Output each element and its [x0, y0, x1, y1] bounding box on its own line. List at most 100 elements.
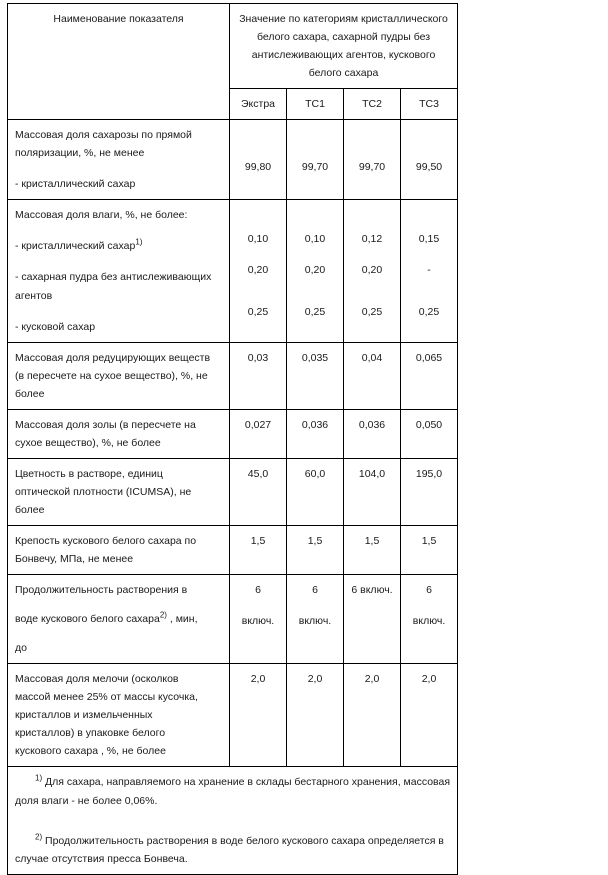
- strength-line-2: Бонвечу, МПа, не менее: [15, 553, 134, 566]
- fines-line-4: кристаллов) в упаковке белого: [15, 727, 166, 740]
- header-category-tc2: ТС2: [343, 88, 401, 121]
- header-category-tc3: ТС3: [399, 88, 459, 121]
- table-header: Наименование показателя Значение по кате…: [7, 2, 459, 121]
- cell-fines-tc1: 2,0: [286, 663, 344, 768]
- cell-ash-tc3: 0,050: [399, 408, 459, 459]
- fines-line-5: кускового сахара , %, не более: [15, 745, 166, 758]
- fines-line-1: Массовая доля мелочи (осколков: [15, 673, 179, 686]
- reducing-line-1: Массовая доля редуцирующих веществ: [15, 351, 211, 364]
- sucrose-line-1: Массовая доля сахарозы по прямой: [15, 129, 192, 142]
- moisture-line-4: агентов: [15, 289, 53, 302]
- row-label-dissolution-time: Продолжительность растворения в воде кус…: [7, 574, 230, 665]
- header-row-categories: Экстра ТС1 ТС2 ТС3: [8, 88, 459, 121]
- header-category-group: Значение по категориям кристаллического …: [228, 2, 459, 90]
- dissolution-line-2: воде кускового белого сахара2) , мин,: [15, 610, 198, 626]
- cell-reducing-tc1: 0,035: [286, 341, 344, 410]
- value-number: 6: [312, 584, 318, 597]
- cell-dissolution-tc2: 6 включ.: [343, 574, 401, 665]
- row-label-moisture: Массовая доля влаги, %, не более: - крис…: [7, 199, 230, 343]
- cell-ash-extra: 0,027: [229, 408, 287, 459]
- row-label-fines: Массовая доля мелочи (осколков массой ме…: [7, 663, 230, 768]
- table-row-reducing-substances: Массовая доля редуцирующих веществ (в пе…: [7, 341, 459, 410]
- colour-line-1: Цветность в растворе, единиц: [15, 467, 163, 480]
- sucrose-line-3: - кристаллический сахар: [15, 178, 136, 191]
- sugar-specification-table: Наименование показателя Значение по кате…: [6, 2, 459, 875]
- cell-fines-tc3: 2,0: [399, 663, 459, 768]
- row-label-strength: Крепость кускового белого сахара по Бонв…: [7, 524, 230, 576]
- cell-colour-tc2: 104,0: [343, 457, 401, 526]
- moisture-line-2: - кристаллический сахар1): [15, 237, 143, 253]
- value-powder: 0,20: [361, 264, 383, 277]
- table-row-fines: Массовая доля мелочи (осколков массой ме…: [7, 663, 459, 768]
- colour-line-3: более: [15, 503, 45, 516]
- value-unit: включ.: [241, 615, 275, 628]
- row-label-ash: Массовая доля золы (в пересчете на сухое…: [7, 408, 230, 459]
- cell-moisture-tc1: 0,10 0,20 0,25: [286, 199, 344, 343]
- ash-line-2: сухое вещество), %, не более: [15, 436, 161, 449]
- cell-strength-tc3: 1,5: [399, 524, 459, 576]
- value-crystal: 0,15: [418, 233, 440, 246]
- cell-fines-extra: 2,0: [229, 663, 287, 768]
- value-lump: 0,25: [304, 306, 326, 319]
- cell-reducing-extra: 0,03: [229, 341, 287, 410]
- row-label-reducing-substances: Массовая доля редуцирующих веществ (в пе…: [7, 341, 230, 410]
- table-row-sucrose: Массовая доля сахарозы по прямой поляриз…: [7, 119, 459, 201]
- cell-colour-tc3: 195,0: [399, 457, 459, 526]
- footnote-2-marker: 2): [35, 832, 43, 842]
- row-label-colour-icumsa: Цветность в растворе, единиц оптической …: [7, 457, 230, 526]
- value-crystal: 0,12: [361, 233, 383, 246]
- value-number: 6 включ.: [351, 584, 393, 597]
- value-unit: включ.: [412, 615, 446, 628]
- moisture-line-5: - кусковой сахар: [15, 320, 96, 333]
- table-row-dissolution-time: Продолжительность растворения в воде кус…: [7, 574, 459, 665]
- colour-line-2: оптической плотности (ICUMSA), не: [15, 485, 192, 498]
- footnote-1-marker: 1): [35, 773, 43, 783]
- footnote-ref-1: 1): [135, 237, 143, 247]
- value-number: 6: [255, 584, 261, 597]
- reducing-line-2: (в пересчете на сухое вещество), %, не: [15, 369, 208, 382]
- table-body: Массовая доля сахарозы по прямой поляриз…: [6, 119, 459, 875]
- value-text: 99,50: [415, 161, 443, 174]
- cell-colour-extra: 45,0: [229, 457, 287, 526]
- table-row-colour-icumsa: Цветность в растворе, единиц оптической …: [7, 457, 459, 526]
- value-number: 6: [426, 584, 432, 597]
- value-lump: 0,25: [361, 306, 383, 319]
- cell-reducing-tc2: 0,04: [343, 341, 401, 410]
- value-text: 99,70: [301, 161, 329, 174]
- moisture-line-1: Массовая доля влаги, %, не более:: [15, 209, 188, 222]
- fines-line-3: кристаллов и измельченных: [15, 709, 153, 722]
- value-lump: 0,25: [418, 306, 440, 319]
- row-label-sucrose: Массовая доля сахарозы по прямой поляриз…: [7, 119, 230, 201]
- footnote-1: 1) Для сахара, направляемого на хранение…: [15, 773, 450, 809]
- dissolution-line-1: Продолжительность растворения в: [15, 584, 188, 597]
- value-text: 99,70: [358, 161, 386, 174]
- cell-strength-extra: 1,5: [229, 524, 287, 576]
- cell-sucrose-tc3: 99,50: [399, 119, 459, 201]
- value-powder: -: [427, 264, 431, 277]
- table-row-moisture: Массовая доля влаги, %, не более: - крис…: [7, 199, 459, 343]
- value-powder: 0,20: [304, 264, 326, 277]
- reducing-line-3: более: [15, 387, 45, 400]
- dissolution-line-3: до: [15, 642, 27, 655]
- cell-reducing-tc3: 0,065: [399, 341, 459, 410]
- value-text: 99,80: [244, 161, 272, 174]
- footnote-2: 2) Продолжительность растворения в воде …: [15, 832, 450, 868]
- footnote-ref-2: 2): [159, 610, 167, 620]
- header-category-extra: Экстра: [229, 88, 287, 121]
- value-powder: 0,20: [247, 264, 269, 277]
- footnotes-container: 1) Для сахара, направляемого на хранение…: [6, 766, 459, 875]
- cell-dissolution-extra: 6 включ.: [229, 574, 287, 665]
- moisture-line-3: - сахарная пудра без антислеживающих: [15, 271, 212, 284]
- cell-dissolution-tc3: 6 включ.: [399, 574, 459, 665]
- cell-ash-tc1: 0,036: [286, 408, 344, 459]
- table-row-ash: Массовая доля золы (в пересчете на сухое…: [7, 408, 459, 459]
- cell-dissolution-tc1: 6 включ.: [286, 574, 344, 665]
- cell-moisture-tc2: 0,12 0,20 0,25: [343, 199, 401, 343]
- value-crystal: 0,10: [247, 233, 269, 246]
- cell-sucrose-tc2: 99,70: [343, 119, 401, 201]
- document-page: Наименование показателя Значение по кате…: [6, 2, 459, 875]
- fines-line-2: массой менее 25% от массы кусочка,: [15, 691, 198, 704]
- cell-sucrose-tc1: 99,70: [286, 119, 344, 201]
- value-unit: включ.: [298, 615, 332, 628]
- cell-ash-tc2: 0,036: [343, 408, 401, 459]
